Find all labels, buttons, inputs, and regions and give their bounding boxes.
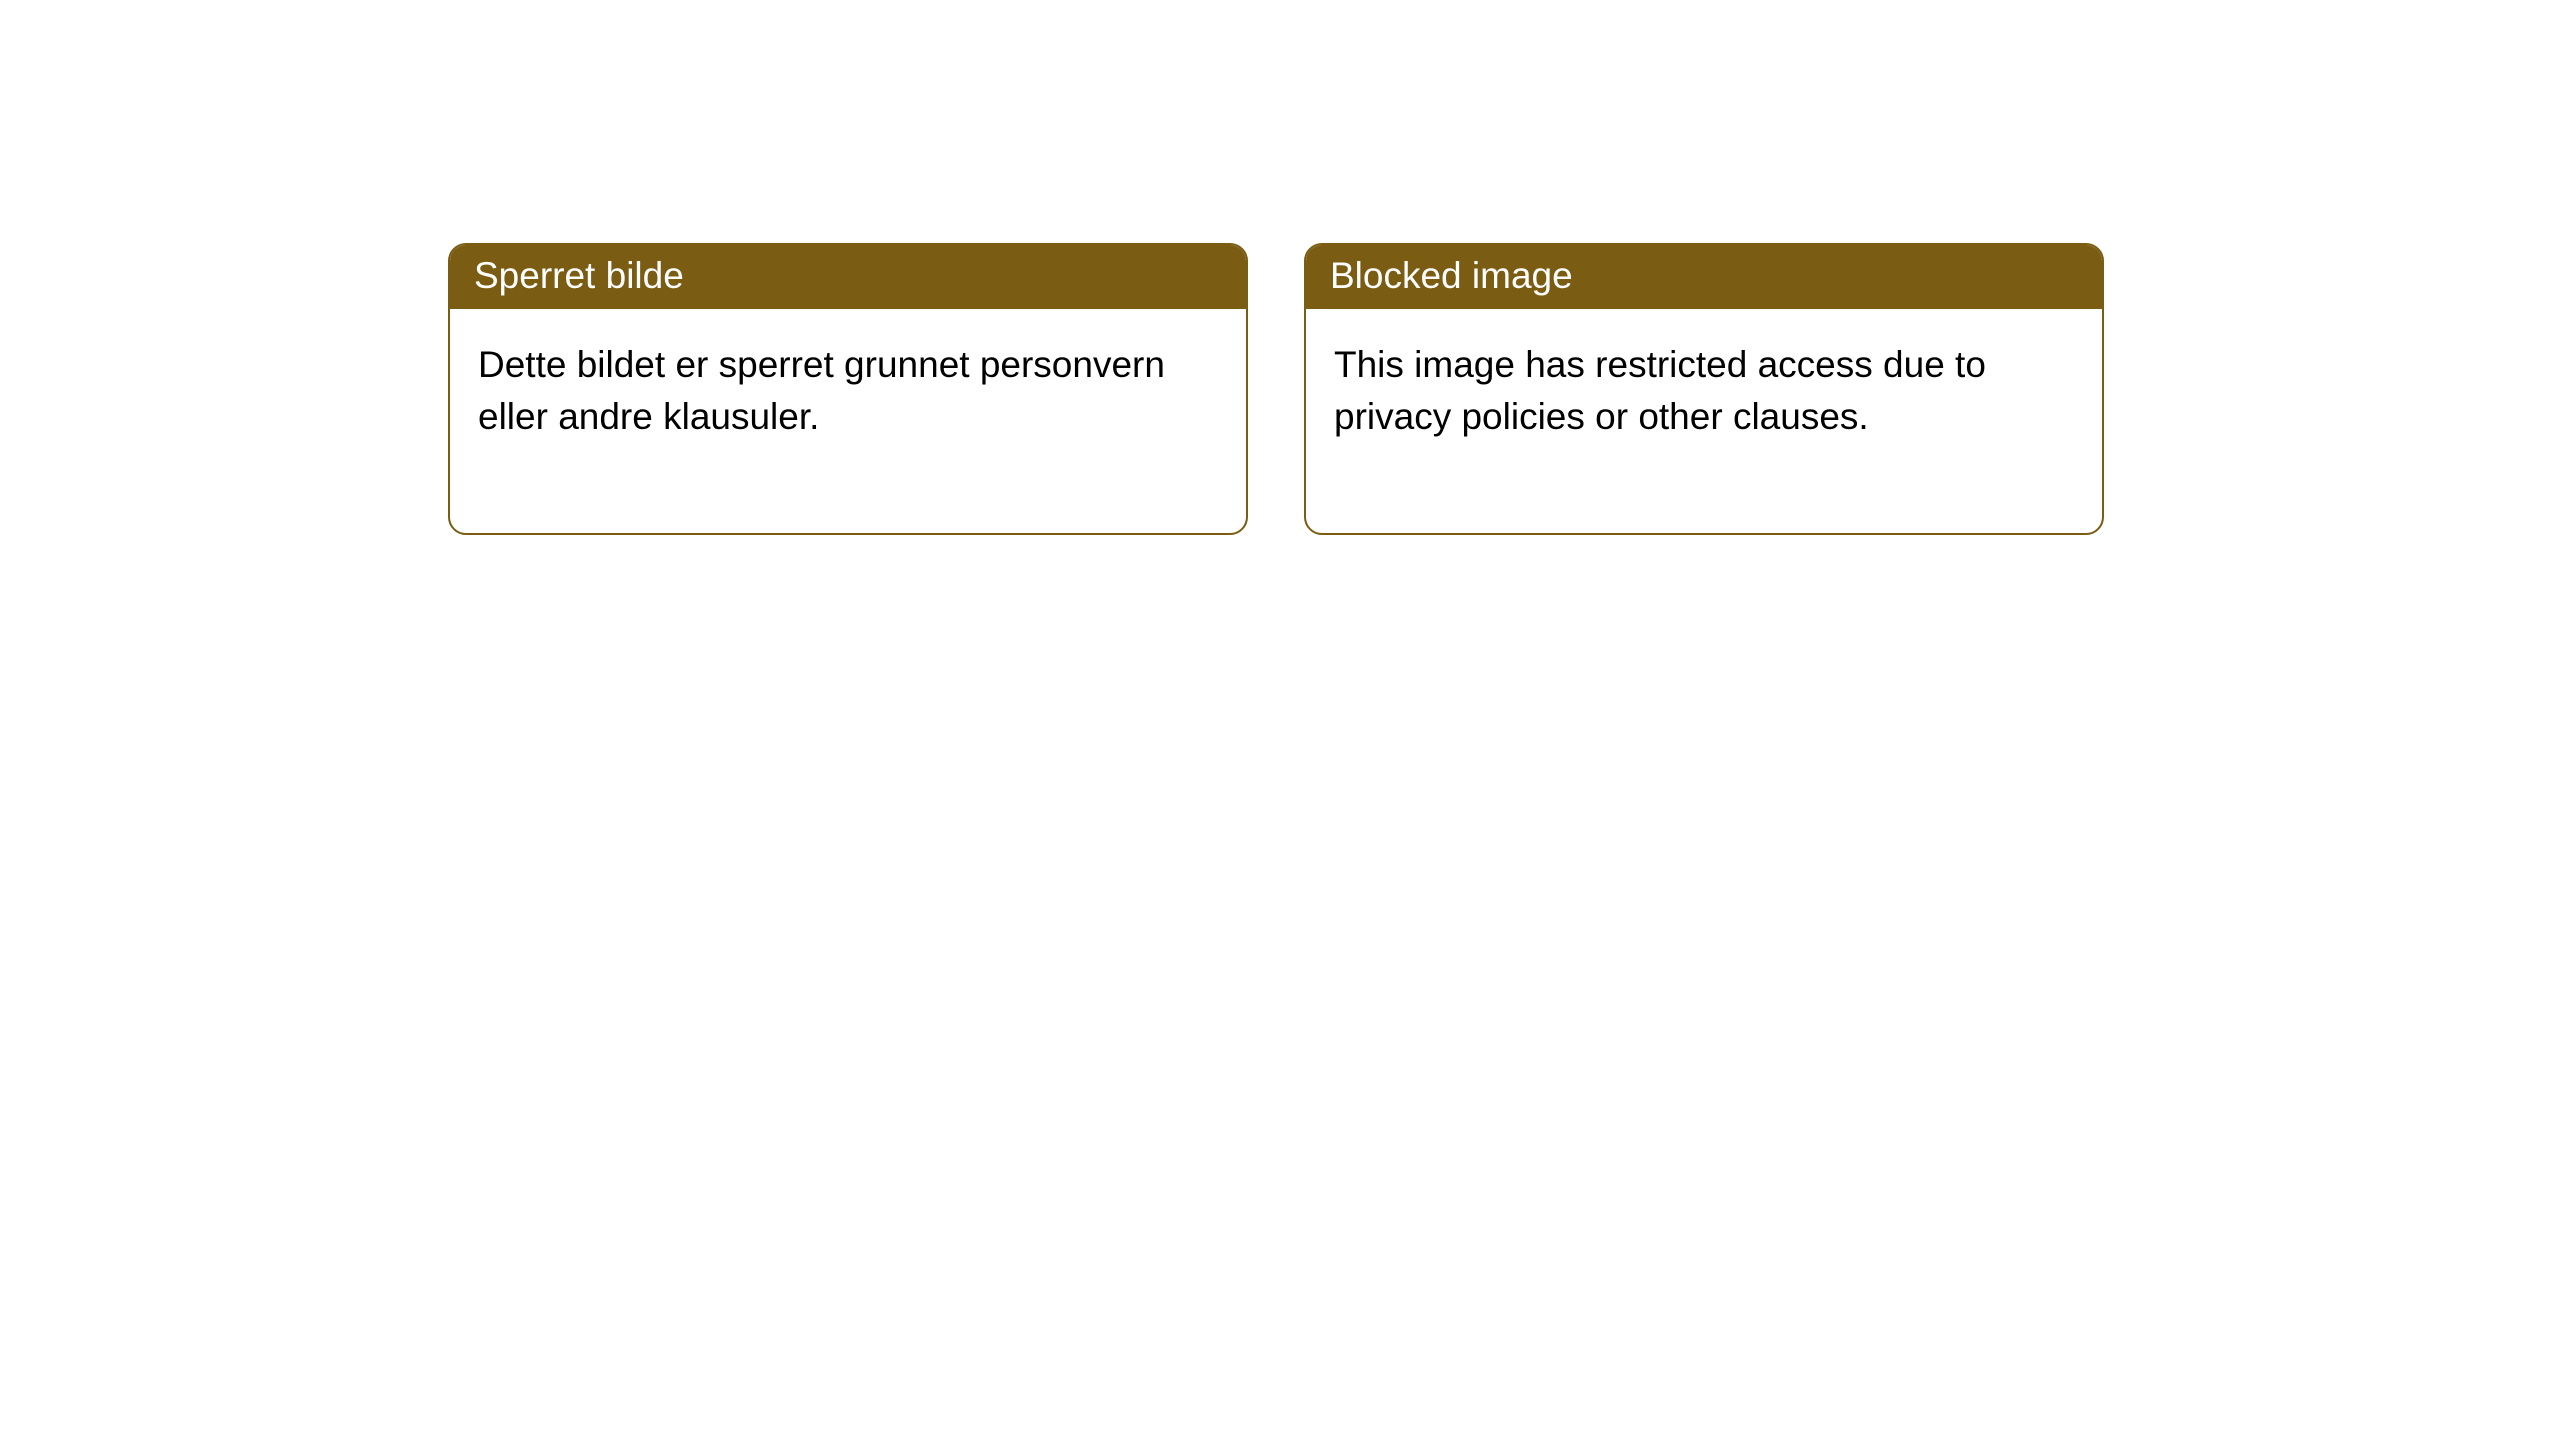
notice-header: Blocked image xyxy=(1306,245,2102,309)
notice-card-english: Blocked image This image has restricted … xyxy=(1304,243,2104,535)
notice-card-norwegian: Sperret bilde Dette bildet er sperret gr… xyxy=(448,243,1248,535)
notice-title: Blocked image xyxy=(1330,255,1573,296)
notice-body-text: Dette bildet er sperret grunnet personve… xyxy=(478,344,1165,437)
notice-title: Sperret bilde xyxy=(474,255,684,296)
notice-header: Sperret bilde xyxy=(450,245,1246,309)
notice-body: This image has restricted access due to … xyxy=(1306,309,2102,533)
notice-container: Sperret bilde Dette bildet er sperret gr… xyxy=(0,0,2560,535)
notice-body: Dette bildet er sperret grunnet personve… xyxy=(450,309,1246,533)
notice-body-text: This image has restricted access due to … xyxy=(1334,344,1986,437)
